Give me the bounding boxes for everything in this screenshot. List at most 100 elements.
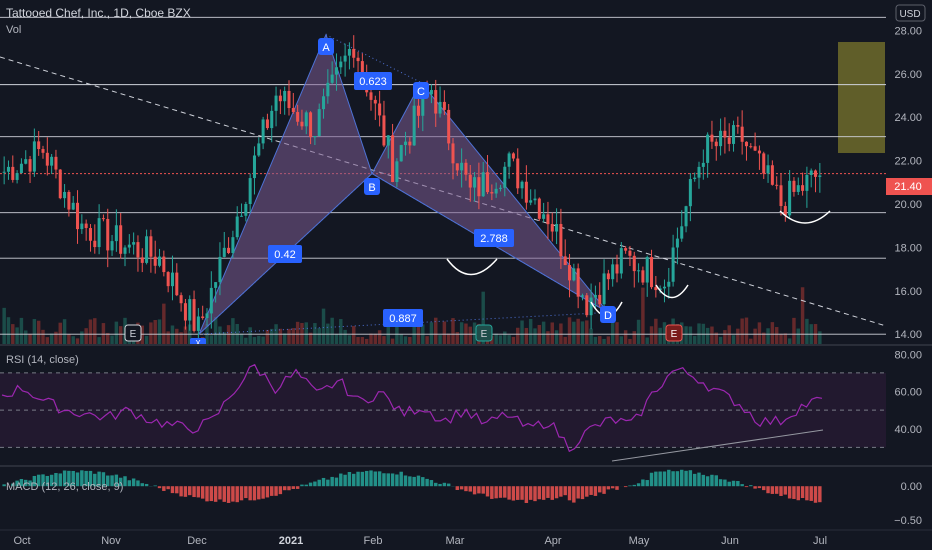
macd-histogram-bar [446,483,451,487]
volume-bar [753,328,757,345]
price-tick-label: 16.00 [894,286,922,298]
candle-body [248,178,252,204]
currency-badge[interactable]: USD [895,4,926,22]
macd-histogram-bar [157,486,162,489]
candle-body [114,225,118,242]
macd-histogram-bar [356,471,360,487]
candle-body [369,92,373,100]
pattern-dotted-ac[interactable] [325,34,422,83]
ratio-label-042[interactable]: 0.42 [268,245,302,263]
pattern-point-C[interactable]: C [413,82,429,99]
macd-histogram-bar [67,470,71,487]
pattern-point-B[interactable]: B [364,178,380,195]
volume-bar [166,331,170,345]
candle-body [537,198,541,219]
price-axis[interactable] [886,0,932,345]
volume-bar [429,322,434,345]
bottom-curve-1[interactable] [446,258,498,276]
ratio-label-0623[interactable]: 0.623 [354,72,392,90]
macd-histogram-bar [399,471,403,487]
candle-body [382,115,386,146]
candle-body [680,226,684,239]
macd-histogram-bar [589,486,593,495]
ratio-text-2788: 2.788 [480,233,508,245]
time-axis[interactable]: Oct Nov Dec 2021 Feb Mar Apr May Jun Jul [13,535,827,547]
candle-body [145,236,149,263]
candle-body [192,299,196,331]
candle-body [490,192,494,194]
volume-bar [520,320,524,345]
volume-bar [304,322,308,345]
volume-bar [347,335,352,345]
macd-histogram-bar [36,474,41,487]
candle-body [697,166,701,178]
bottom-curve-4[interactable] [779,210,831,224]
macd-histogram-bar [330,476,334,487]
volume-bar [239,333,244,345]
volume-bar [244,337,248,345]
rsi-divergence-line[interactable] [611,429,824,462]
macd-histogram-bar [123,476,127,487]
macd-histogram-bar [382,473,386,487]
volume-bar [511,336,516,345]
volume-bar [114,321,119,345]
volume-bar [408,336,412,345]
candle-body [460,162,464,171]
macd-histogram-bar [162,486,166,491]
earnings-marker-3[interactable]: E [665,324,683,342]
macd-histogram-bar [274,486,278,496]
ratio-label-2788[interactable]: 2.788 [474,229,514,247]
earnings-marker-2-text: E [481,329,488,340]
macd-histogram-bar [610,486,615,489]
candle-body [386,135,390,146]
bottom-curve-3[interactable] [655,284,689,299]
macd-histogram-bar [705,476,710,487]
candle-body [11,166,15,180]
volume-bar [442,321,447,345]
earnings-marker-2[interactable]: E [475,324,493,342]
candle-body [494,188,498,194]
candle-body [589,297,593,316]
volume-bar [205,324,209,345]
macd-histogram-bar [442,482,447,487]
horizontal-levels[interactable] [0,16,886,335]
volume-bar [162,303,166,345]
pattern-point-D[interactable]: D [600,306,616,323]
last-price-tag: 21.40 [886,178,932,195]
target-zone-box[interactable] [838,42,885,153]
volume-bar [641,287,645,345]
macd-histogram-bar [321,477,326,487]
candle-body [779,185,783,207]
macd-histogram-bar [343,474,347,487]
candle-body [322,96,326,110]
harmonic-pattern[interactable] [198,33,609,335]
volume-bar [28,333,32,345]
macd-tick-label: 0.00 [901,481,922,493]
pattern-point-A[interactable]: A [318,38,334,55]
macd-histogram-bar [287,486,291,491]
volume-bar [783,333,788,345]
candle-body [343,55,347,62]
candle-body [598,294,602,305]
macd-histogram-bar [688,470,693,487]
candle-body [684,206,688,227]
macd-pane[interactable] [2,469,822,503]
candle-body [93,240,97,248]
macd-histogram-bar [205,486,209,502]
symbol-title[interactable]: Tattooed Chef, Inc., 1D, Cboe BZX [6,6,191,20]
ratio-label-0887[interactable]: 0.887 [383,309,423,327]
price-tick-label: 18.00 [894,242,922,254]
earnings-marker-1[interactable]: E [124,324,142,342]
volume-bar [684,326,688,345]
candle-body [546,214,550,225]
volume-bar [421,324,425,345]
candle-body [801,185,805,191]
volume-bar [317,328,321,345]
pattern-dotted-xb[interactable] [198,173,373,335]
candle-body [727,137,731,144]
candle-body [67,191,71,210]
rsi-pane[interactable] [0,363,886,453]
macd-histogram-bar [166,486,170,490]
